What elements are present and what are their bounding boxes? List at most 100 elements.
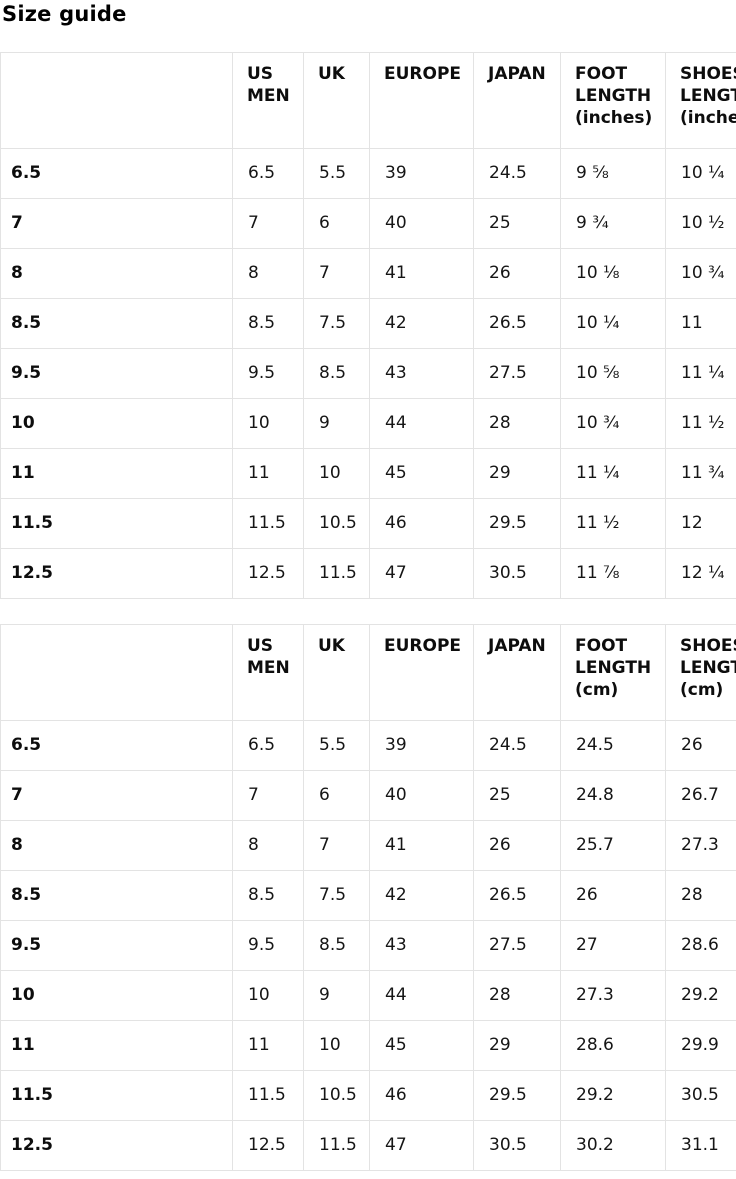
table-row: 8 8 7 41 26 25.7 27.3 <box>0 820 736 872</box>
size-value-cell: 30.5 <box>665 1070 736 1122</box>
row-label-cell: 10 <box>0 398 233 450</box>
size-value-cell: 7 <box>303 820 370 872</box>
size-value-cell: 6 <box>303 770 370 822</box>
size-value-cell: 28.6 <box>665 920 736 972</box>
size-value-cell: 26.5 <box>473 298 561 350</box>
size-value-cell: 11 ½ <box>560 498 666 550</box>
size-value-cell: 46 <box>369 1070 474 1122</box>
size-value-cell: 25 <box>473 198 561 250</box>
column-header: EUROPE <box>369 624 474 722</box>
table-row: 9.5 9.5 8.5 43 27.5 10 ⅝ 11 ¼ <box>0 348 736 400</box>
size-value-cell: 5.5 <box>303 720 370 772</box>
size-value-cell: 41 <box>369 248 474 300</box>
table-row: 7 7 6 40 25 9 ¾ 10 ½ <box>0 198 736 250</box>
size-value-cell: 26.7 <box>665 770 736 822</box>
size-value-cell: 8.5 <box>303 920 370 972</box>
size-value-cell: 30.2 <box>560 1120 666 1172</box>
size-value-cell: 42 <box>369 870 474 922</box>
size-value-cell: 24.5 <box>560 720 666 772</box>
size-value-cell: 45 <box>369 1020 474 1072</box>
size-value-cell: 12.5 <box>232 1120 304 1172</box>
size-value-cell: 43 <box>369 920 474 972</box>
size-value-cell: 11.5 <box>232 498 304 550</box>
size-value-cell: 27 <box>560 920 666 972</box>
table-row: 11 11 10 45 29 11 ¼ 11 ¾ <box>0 448 736 500</box>
size-value-cell: 8.5 <box>303 348 370 400</box>
size-value-cell: 29.9 <box>665 1020 736 1072</box>
size-value-cell: 26.5 <box>473 870 561 922</box>
size-value-cell: 10.5 <box>303 498 370 550</box>
size-value-cell: 10 ¼ <box>560 298 666 350</box>
size-value-cell: 27.3 <box>560 970 666 1022</box>
size-table-inches-wrap: US MEN UK EUROPE JAPAN FOOT LENGTH (inches) S… <box>0 52 736 600</box>
column-header: JAPAN <box>473 624 561 722</box>
table-row: 8.5 8.5 7.5 42 26.5 26 28 <box>0 870 736 922</box>
size-value-cell: 11.5 <box>303 1120 370 1172</box>
header-row: US MEN UK EUROPE JAPAN FOOT LENGTH (inches) S… <box>0 52 736 150</box>
size-value-cell: 30.5 <box>473 548 561 600</box>
size-value-cell: 10 <box>303 1020 370 1072</box>
size-value-cell: 42 <box>369 298 474 350</box>
size-value-cell: 5.5 <box>303 148 370 200</box>
size-value-cell: 29.2 <box>665 970 736 1022</box>
size-value-cell: 11 <box>232 448 304 500</box>
column-header: UK <box>303 52 370 150</box>
size-value-cell: 11.5 <box>303 548 370 600</box>
size-value-cell: 41 <box>369 820 474 872</box>
size-value-cell: 27.3 <box>665 820 736 872</box>
table-row: 7 7 6 40 25 24.8 26.7 <box>0 770 736 822</box>
row-label-cell: 6.5 <box>0 148 233 200</box>
size-value-cell: 47 <box>369 1120 474 1172</box>
size-value-cell: 30.5 <box>473 1120 561 1172</box>
row-label-cell: 8 <box>0 820 233 872</box>
size-value-cell: 7.5 <box>303 298 370 350</box>
column-header: US MEN <box>232 624 304 722</box>
row-label-cell: 9.5 <box>0 348 233 400</box>
column-header: JAPAN <box>473 52 561 150</box>
size-value-cell: 6.5 <box>232 720 304 772</box>
column-header: SHOES LENGTH (cm) <box>665 624 736 722</box>
size-value-cell: 8 <box>232 820 304 872</box>
size-value-cell: 29.2 <box>560 1070 666 1122</box>
row-label-cell: 7 <box>0 770 233 822</box>
corner-header-cell <box>0 52 233 150</box>
size-value-cell: 24.5 <box>473 720 561 772</box>
size-value-cell: 28.6 <box>560 1020 666 1072</box>
table-row: 6.5 6.5 5.5 39 24.5 9 ⅝ 10 ¼ <box>0 148 736 200</box>
size-value-cell: 29.5 <box>473 498 561 550</box>
size-value-cell: 28 <box>473 970 561 1022</box>
size-value-cell: 10 <box>232 398 304 450</box>
size-value-cell: 8 <box>232 248 304 300</box>
size-value-cell: 29 <box>473 448 561 500</box>
size-value-cell: 11 ⅞ <box>560 548 666 600</box>
corner-header-cell <box>0 624 233 722</box>
row-label-cell: 8.5 <box>0 870 233 922</box>
column-header: SHOES LENGTH (inches) <box>665 52 736 150</box>
table-row: 8 8 7 41 26 10 ⅛ 10 ¾ <box>0 248 736 300</box>
column-header: US MEN <box>232 52 304 150</box>
size-value-cell: 10 ½ <box>665 198 736 250</box>
size-value-cell: 11 ¾ <box>665 448 736 500</box>
size-value-cell: 45 <box>369 448 474 500</box>
size-value-cell: 29.5 <box>473 1070 561 1122</box>
size-value-cell: 9 ¾ <box>560 198 666 250</box>
table-row: 12.5 12.5 11.5 47 30.5 30.2 31.1 <box>0 1120 736 1172</box>
row-label-cell: 11 <box>0 448 233 500</box>
size-value-cell: 12 <box>665 498 736 550</box>
size-value-cell: 10 <box>303 448 370 500</box>
table-row: 11 11 10 45 29 28.6 29.9 <box>0 1020 736 1072</box>
size-value-cell: 39 <box>369 720 474 772</box>
row-label-cell: 11.5 <box>0 1070 233 1122</box>
size-value-cell: 9 ⅝ <box>560 148 666 200</box>
size-value-cell: 10.5 <box>303 1070 370 1122</box>
size-value-cell: 10 ⅛ <box>560 248 666 300</box>
size-value-cell: 8.5 <box>232 298 304 350</box>
size-value-cell: 11 ¼ <box>560 448 666 500</box>
size-value-cell: 6.5 <box>232 148 304 200</box>
size-value-cell: 10 ¼ <box>665 148 736 200</box>
page-title: Size guide <box>2 2 127 26</box>
row-label-cell: 10 <box>0 970 233 1022</box>
